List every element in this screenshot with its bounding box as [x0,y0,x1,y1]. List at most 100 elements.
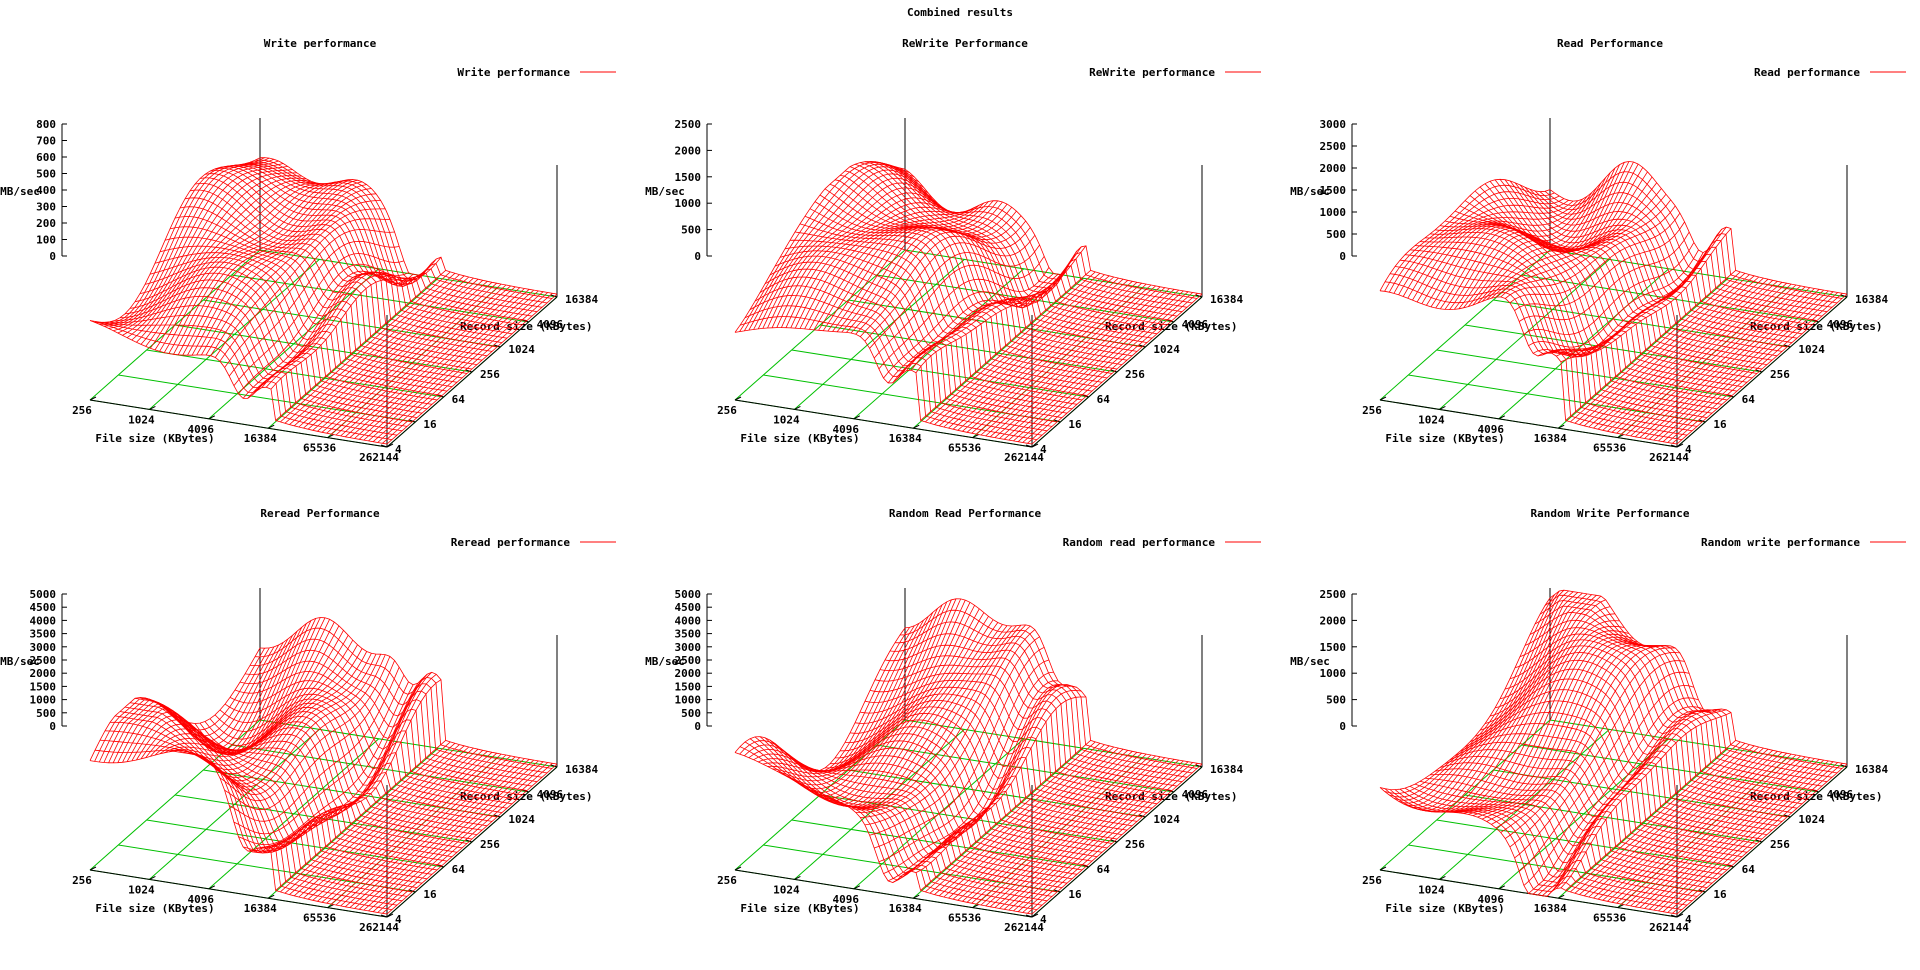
mesh-line-record [785,202,957,328]
x-axis-label: File size (KBytes) [95,902,214,915]
surface-mesh [89,157,558,445]
z-tick-label: 1000 [675,197,702,210]
mesh-line-record [1653,759,1825,911]
mesh-line-record [159,619,330,755]
mesh-line-record [1662,291,1834,443]
y-tick [1195,764,1203,768]
panel-6: Random Write Performance Random write per… [1290,500,1920,970]
mesh-line-record [335,284,507,436]
x-tick [1617,904,1624,909]
mesh-line-record [1630,285,1801,437]
mesh-line-record [136,177,307,343]
mesh-line-record [1676,763,1848,915]
panel-2: ReWrite Performance ReWrite performance 0 5… [645,30,1285,500]
mesh-line-record [1417,593,1588,811]
x-tick-label: 256 [1362,404,1382,417]
z-tick-label: 3500 [30,628,57,641]
mesh-line-record [1616,752,1787,904]
mesh-line-record [224,660,395,811]
mesh-line-record [159,183,330,352]
mesh-line-record [1505,205,1676,299]
z-tick-label: 4500 [675,601,702,614]
mesh-line-record [1630,755,1801,907]
mesh-line-record [293,275,465,427]
mesh-line-record [915,696,1087,873]
surface-plot: Random Read Performance Random read perfo… [645,507,1261,934]
mesh-line-record [266,258,437,388]
y-tick [1110,369,1118,373]
mesh-line-record [860,227,1031,337]
mesh-line-record [934,744,1105,895]
legend-label: Read performance [1754,66,1860,79]
z-tick-label: 5000 [30,588,57,601]
mesh-line-record [989,756,1161,908]
y-tick-label: 64 [1097,863,1111,876]
mesh-line-record [1676,293,1848,445]
mesh-line-record [962,280,1133,432]
z-tick-label: 2000 [675,667,702,680]
mesh-line-record [966,751,1138,903]
mesh-line-record [971,282,1142,434]
mesh-line-record [753,619,924,772]
x-tick-label: 4096 [1478,893,1505,906]
y-tick-label: 1024 [1153,813,1180,826]
z-tick-label: 4500 [30,601,57,614]
mesh-line-record [224,229,395,368]
mesh-line-record [855,624,1026,814]
figure-title: Combined results [907,6,1013,19]
y-tick-label: 4096 [1827,318,1854,331]
mesh-line-record [943,746,1115,898]
mesh-line-record [860,625,1031,818]
mesh-line-record [762,612,934,772]
mesh-line-record [966,281,1138,433]
mesh-line-record [1027,292,1198,444]
mesh-line-record [344,286,516,438]
mesh-line-record [781,197,952,328]
mesh-line-record [1481,176,1653,302]
mesh-line-record [108,160,279,329]
mesh-line-file [789,239,1088,396]
mesh-line-record [1648,758,1820,910]
x-tick-label: 16384 [889,432,922,445]
y-tick [1670,444,1678,448]
mesh-line-record [289,274,460,425]
mesh-line-record [377,762,548,913]
x-tick [853,415,861,420]
mesh-line-record [1518,231,1690,322]
mesh-line-record [1467,163,1639,307]
mesh-line-record [149,182,321,349]
y-axis-label: Record size (KBytes) [1105,790,1237,803]
x-tick-label: 1024 [128,883,155,896]
x-tick [89,396,97,401]
z-tick-label: 0 [49,250,56,263]
mesh-line-record [1472,167,1644,306]
z-tick-label: 200 [36,217,56,230]
mesh-line-record [1583,745,1755,897]
x-tick [327,434,334,439]
mesh-line-record [1440,606,1611,813]
mesh-line-record [321,751,493,903]
y-tick-label: 256 [480,838,500,851]
grid-line-record [146,819,444,868]
mesh-line-record [201,188,372,356]
mesh-line-record [1449,620,1620,813]
mesh-line-record [307,748,479,900]
mesh-line-record [906,685,1077,873]
mesh-line-record [818,616,989,807]
mesh-line-record [312,279,484,431]
mesh-line-record [1574,742,1746,894]
z-tick-label: 1500 [30,680,57,693]
z-tick-label: 3500 [675,628,702,641]
y-axis-label: Record size (KBytes) [1750,790,1882,803]
mesh-line-record [1444,167,1616,310]
mesh-line-record [1468,636,1639,815]
mesh-line-record [943,276,1115,428]
mesh-line-record [1625,284,1797,436]
mesh-line-record [999,758,1170,909]
axis-edge [734,399,1033,448]
mesh-line-record [980,754,1152,906]
z-tick-label: 3000 [30,641,57,654]
y-tick [1139,344,1146,348]
mesh-line-record [1458,161,1630,310]
